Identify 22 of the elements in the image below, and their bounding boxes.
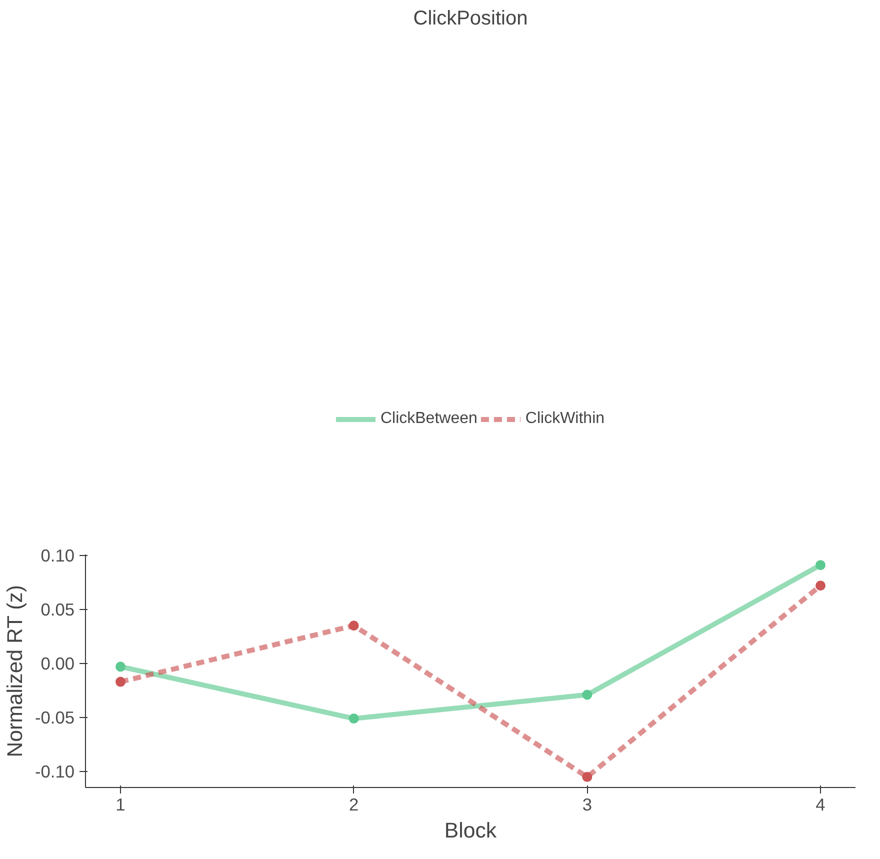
point [582, 772, 592, 782]
point [816, 580, 826, 591]
x-tick-label: 3 [582, 794, 592, 814]
point [582, 690, 592, 700]
y-axis-title: Normalized RT (z) [3, 585, 28, 758]
point [816, 560, 826, 570]
y-tick-label: 0.05 [40, 599, 75, 620]
y-tick-label: -0.10 [35, 762, 75, 782]
y-tick-label: 0.00 [40, 653, 75, 674]
x-axis-title: Block [444, 818, 497, 842]
x-tick-label: 2 [349, 794, 359, 814]
legend-label: ClickBetween [380, 410, 478, 428]
y-tick-label: -0.05 [35, 707, 75, 728]
point [116, 662, 126, 672]
point [348, 714, 359, 724]
legend-title: ClickPosition [413, 8, 528, 30]
legend-label: ClickWithin [525, 410, 605, 428]
point [348, 620, 359, 631]
x-tick-label: 4 [816, 794, 826, 814]
y-tick-label: 0.10 [40, 545, 75, 566]
x-tick-label: 1 [116, 794, 126, 814]
point [116, 676, 126, 687]
